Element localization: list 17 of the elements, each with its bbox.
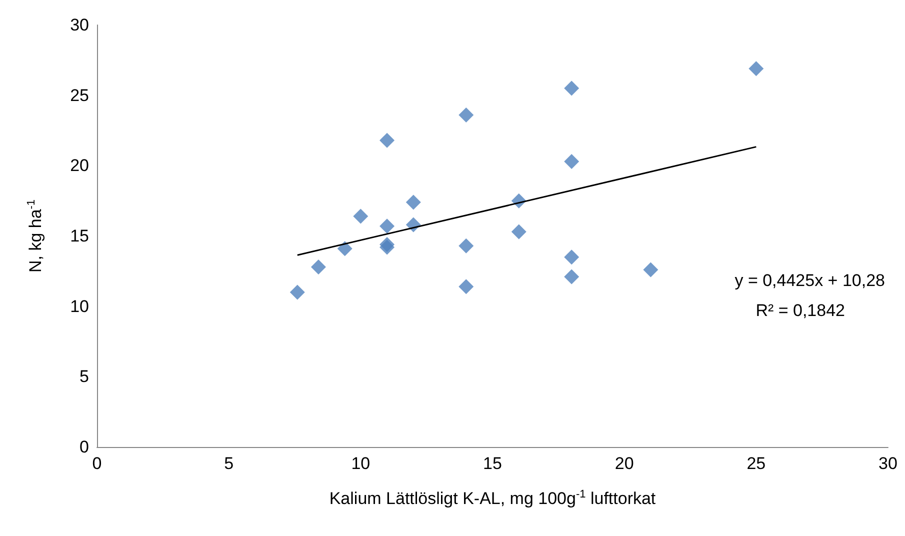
- y-tick-label: 15: [70, 226, 89, 246]
- x-tick-label: 0: [92, 454, 102, 473]
- x-tick-label: 25: [746, 454, 766, 473]
- y-axis-title: N, kg ha-1: [26, 199, 45, 273]
- x-tick-label: 10: [351, 454, 370, 473]
- y-tick-label: 25: [70, 86, 89, 105]
- y-tick-label: 10: [70, 296, 89, 316]
- annotation: y = 0,4425x + 10,28: [734, 271, 886, 290]
- x-tick-label: 30: [878, 454, 898, 473]
- x-tick-label: 20: [614, 454, 634, 473]
- y-tick-label: 20: [70, 156, 89, 176]
- x-tick-label: 5: [224, 454, 234, 473]
- annotation: R² = 0,1842: [756, 301, 846, 320]
- y-tick-label: 5: [80, 367, 89, 386]
- x-tick-label: 15: [483, 454, 502, 473]
- y-tick-label: 0: [80, 438, 89, 456]
- y-tick-label: 30: [70, 16, 89, 34]
